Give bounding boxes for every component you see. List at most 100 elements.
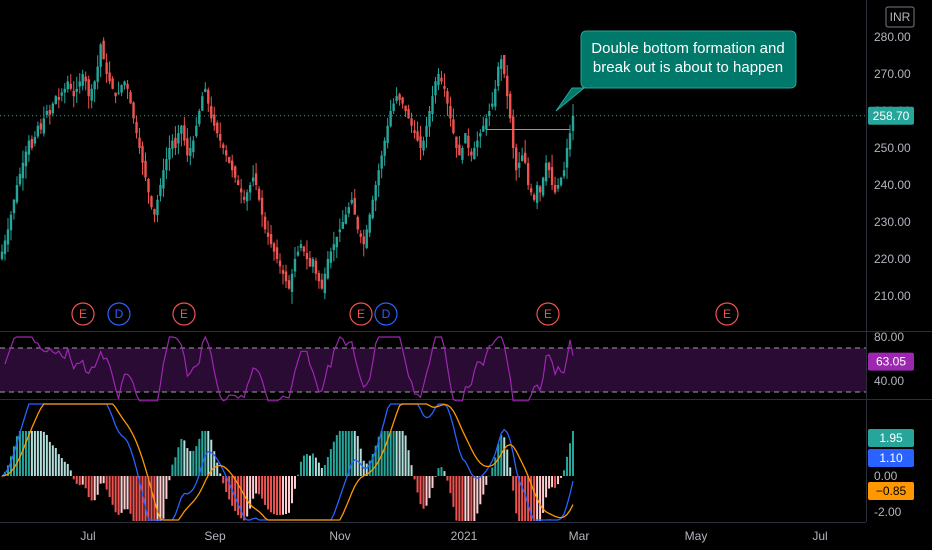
last-price-badge-label: 258.70 <box>873 109 910 123</box>
macd-histogram-bar <box>216 462 219 476</box>
candle-body <box>257 188 261 200</box>
candle-body <box>36 125 40 137</box>
macd-histogram-bar <box>267 476 270 510</box>
candle-body <box>111 78 114 89</box>
earnings-marker[interactable] <box>71 302 95 326</box>
macd-histogram-bar <box>225 476 228 493</box>
macd-histogram-bar <box>302 455 305 476</box>
macd-histogram-bar <box>458 476 461 521</box>
candle-body <box>84 76 87 82</box>
candle-body <box>529 188 533 193</box>
macd-histogram-bar <box>359 448 362 476</box>
macd-histogram-bar <box>515 476 518 514</box>
macd-histogram-bar <box>285 476 288 514</box>
earnings-marker[interactable] <box>536 302 560 326</box>
macd-histogram-bar <box>150 476 153 521</box>
candle-body <box>87 79 90 97</box>
macd-histogram-bar <box>279 476 282 516</box>
macd-histogram-bar <box>371 454 374 476</box>
macd-histogram-bar <box>219 473 222 476</box>
macd-series <box>1 403 574 521</box>
macd-line-badge-label: 1.10 <box>879 451 903 465</box>
candle-body <box>374 185 377 201</box>
price-axis[interactable]: 280.00270.00260.00250.00240.00230.00220.… <box>874 30 911 519</box>
candle-body <box>228 156 231 163</box>
macd-histogram-bar <box>159 476 162 521</box>
candle-body <box>141 145 144 163</box>
macd-histogram-bar <box>455 476 458 521</box>
candle-body <box>344 214 347 224</box>
macd-histogram-bar <box>464 476 467 521</box>
candle-body <box>407 108 410 119</box>
macd-histogram-bar <box>57 454 60 476</box>
macd-histogram-bar <box>243 476 246 521</box>
dividend-marker[interactable] <box>374 302 398 326</box>
macd-histogram-bar <box>240 476 243 519</box>
candle-body <box>159 185 162 197</box>
rsi-tick-label: 40.00 <box>874 374 904 388</box>
candle-body <box>174 137 177 148</box>
earnings-marker[interactable] <box>349 302 373 326</box>
time-axis[interactable]: Jul Sep Nov 2021 Mar May Jul <box>80 529 827 543</box>
dividend-marker-label: D <box>115 307 124 321</box>
candle-body <box>30 139 34 148</box>
macd-histogram-bar <box>404 435 407 476</box>
candle-body <box>266 232 270 237</box>
macd-histogram-bar <box>431 476 434 488</box>
macd-histogram-bar <box>96 476 99 495</box>
candle-body <box>147 178 150 193</box>
earnings-marker[interactable] <box>715 302 739 326</box>
rsi-series <box>4 335 574 402</box>
rsi-band <box>0 348 866 392</box>
candle-body <box>69 83 72 89</box>
candle-body <box>506 75 509 97</box>
candle-body <box>248 185 252 193</box>
macd-histogram-bar <box>213 451 216 476</box>
macd-histogram-bar <box>401 431 404 476</box>
macd-histogram-bar <box>329 449 332 476</box>
macd-histogram-bar <box>440 467 443 476</box>
candle-body <box>75 88 78 92</box>
candle-body <box>535 185 539 203</box>
candle-body <box>96 66 99 82</box>
macd-histogram-bar <box>51 445 54 476</box>
candle-body <box>356 216 359 230</box>
candle-body <box>60 92 63 96</box>
candle-body <box>263 216 267 230</box>
earnings-marker-label: E <box>723 307 731 321</box>
candle-body <box>491 103 494 107</box>
macd-histogram-bar <box>428 476 431 499</box>
candle-body <box>254 173 258 185</box>
price-tick-label: 280.00 <box>874 30 911 44</box>
candle-body <box>236 180 240 185</box>
candle-body <box>538 186 542 193</box>
candle-body <box>467 135 470 148</box>
candle-body <box>245 192 249 202</box>
macd-histogram-bar <box>45 434 48 476</box>
currency-box[interactable] <box>885 6 915 28</box>
candle-body <box>386 125 389 143</box>
earnings-marker-label: E <box>544 307 552 321</box>
macd-histogram-bar <box>195 446 198 476</box>
macd-histogram-bar <box>246 476 249 517</box>
macd-histogram-bar <box>207 431 210 476</box>
macd-histogram-bar <box>305 454 308 476</box>
macd-histogram-bar <box>177 447 180 476</box>
signal-line <box>1 403 574 521</box>
annotation-callout[interactable]: Double bottom formation and break out is… <box>555 30 797 112</box>
candle-body <box>473 148 476 160</box>
macd-histogram-bar <box>425 476 428 506</box>
earnings-marker[interactable] <box>172 302 196 326</box>
candle-body <box>156 199 159 216</box>
candle-body <box>571 115 575 131</box>
callout-bubble <box>555 30 797 112</box>
dividend-marker[interactable] <box>107 302 131 326</box>
time-tick-label: Mar <box>569 529 590 543</box>
macd-histogram-bar <box>356 436 359 476</box>
price-tick-label: 270.00 <box>874 67 911 81</box>
candle-body <box>33 136 37 144</box>
macd-histogram-bar <box>252 476 255 499</box>
macd-histogram-bar <box>135 476 138 521</box>
candle-body <box>93 81 96 90</box>
